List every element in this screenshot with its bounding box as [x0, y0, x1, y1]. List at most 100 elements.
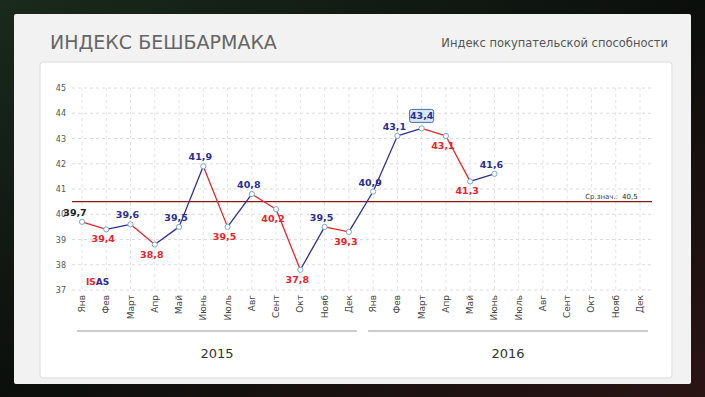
point [104, 227, 109, 232]
x-tick-label: Янв [368, 295, 378, 312]
data-label: 38,8 [140, 249, 164, 260]
average-value: 40,5 [622, 193, 638, 201]
x-tick-label: Апр [150, 295, 160, 313]
average-label: Ср.знач.: [585, 193, 618, 201]
data-label: 40,9 [358, 177, 381, 188]
point [176, 224, 181, 229]
data-label: 39,5 [164, 212, 187, 223]
grid-line [72, 138, 652, 139]
data-label: 39,3 [334, 236, 357, 247]
y-tick-label: 37 [56, 286, 66, 295]
x-tick-label: Янв [77, 295, 87, 312]
logo-part: IS [86, 277, 96, 287]
grid-line-vertical [591, 88, 592, 290]
max-highlight [410, 109, 434, 122]
y-tick-label: 38 [56, 261, 66, 270]
data-label: 39,5 [310, 212, 333, 223]
x-tick-label: Апр [441, 295, 451, 313]
x-tick-label: Май [174, 295, 184, 314]
data-label: 41,9 [189, 151, 212, 162]
grid-line [72, 239, 652, 240]
x-tick-label: Авг [247, 295, 257, 311]
year-label: 2016 [492, 346, 525, 361]
x-tick-label: Июль [223, 295, 233, 320]
data-label: 41,6 [480, 159, 504, 170]
line-segment [106, 224, 130, 229]
y-tick-label: 41 [56, 185, 66, 194]
x-tick-label: Окт [295, 295, 305, 313]
line-segment [82, 222, 106, 230]
y-tick-label: 43 [56, 135, 66, 144]
grid-line [72, 88, 652, 89]
x-tick-label: Дек [344, 294, 354, 313]
grid-line-vertical [615, 88, 616, 290]
x-tick-label: Нояб [320, 295, 330, 319]
line-segment [325, 227, 349, 232]
data-label: 43,1 [383, 121, 406, 132]
point [371, 189, 376, 194]
line-segment [470, 174, 494, 182]
grid-line-vertical [227, 88, 228, 290]
grid-line [72, 113, 652, 114]
x-tick-label: Март [417, 295, 427, 319]
data-label: 43,1 [431, 140, 454, 151]
grid-line-vertical [276, 88, 277, 290]
x-tick-label: Май [465, 295, 475, 314]
grid-line [72, 189, 652, 190]
subtitle: Индекс покупательской способности [441, 36, 668, 50]
point [273, 207, 278, 212]
x-tick-label: Фев [101, 295, 111, 314]
average-line [72, 201, 652, 202]
point [346, 229, 351, 234]
line-segment [228, 194, 252, 227]
point [322, 224, 327, 229]
grid-line-vertical [106, 88, 107, 290]
data-label: 39,7 [63, 207, 86, 218]
x-tick-label: Нояб [611, 295, 621, 319]
data-label: 39,6 [116, 209, 140, 220]
grid-line-vertical [348, 88, 349, 290]
data-label: 43,4 [410, 110, 434, 121]
x-tick-label: Дек [635, 294, 645, 313]
year-label: 2015 [200, 346, 233, 361]
point [249, 191, 254, 196]
point [152, 242, 157, 247]
data-label: 39,5 [213, 231, 236, 242]
data-label: 39,4 [92, 233, 116, 244]
logo-part: AS [96, 277, 109, 287]
grid-line-vertical [397, 88, 398, 290]
panel [14, 14, 691, 384]
grid-line-vertical [639, 88, 640, 290]
grid-line-vertical [154, 88, 155, 290]
x-tick-label: Фев [392, 295, 402, 314]
point [298, 267, 303, 272]
grid-line-vertical [567, 88, 568, 290]
x-tick-label: Июнь [489, 295, 499, 321]
line-segment [300, 227, 324, 270]
logo: ISAS [86, 277, 109, 287]
y-tick-label: 44 [56, 109, 66, 118]
grid-line-vertical [300, 88, 301, 290]
y-tick-label: 39 [56, 236, 66, 245]
line-segment [252, 194, 276, 209]
grid-line-vertical [494, 88, 495, 290]
card [40, 62, 672, 378]
point [128, 222, 133, 227]
data-label: 37,8 [286, 274, 310, 285]
grid-line-vertical [179, 88, 180, 290]
grid-line-vertical [324, 88, 325, 290]
grid-line [72, 214, 652, 215]
grid-line-vertical [203, 88, 204, 290]
grid-line-vertical [82, 88, 83, 290]
point [492, 171, 497, 176]
grid-line-vertical [518, 88, 519, 290]
grid-line [72, 264, 652, 265]
line-segment [131, 224, 155, 244]
data-label: 40,2 [261, 213, 284, 224]
data-label: 41,3 [455, 185, 478, 196]
point [419, 126, 424, 131]
x-tick-label: Июль [514, 295, 524, 320]
series [79, 126, 497, 273]
grid-line-vertical [445, 88, 446, 290]
year-bracket [368, 330, 648, 332]
